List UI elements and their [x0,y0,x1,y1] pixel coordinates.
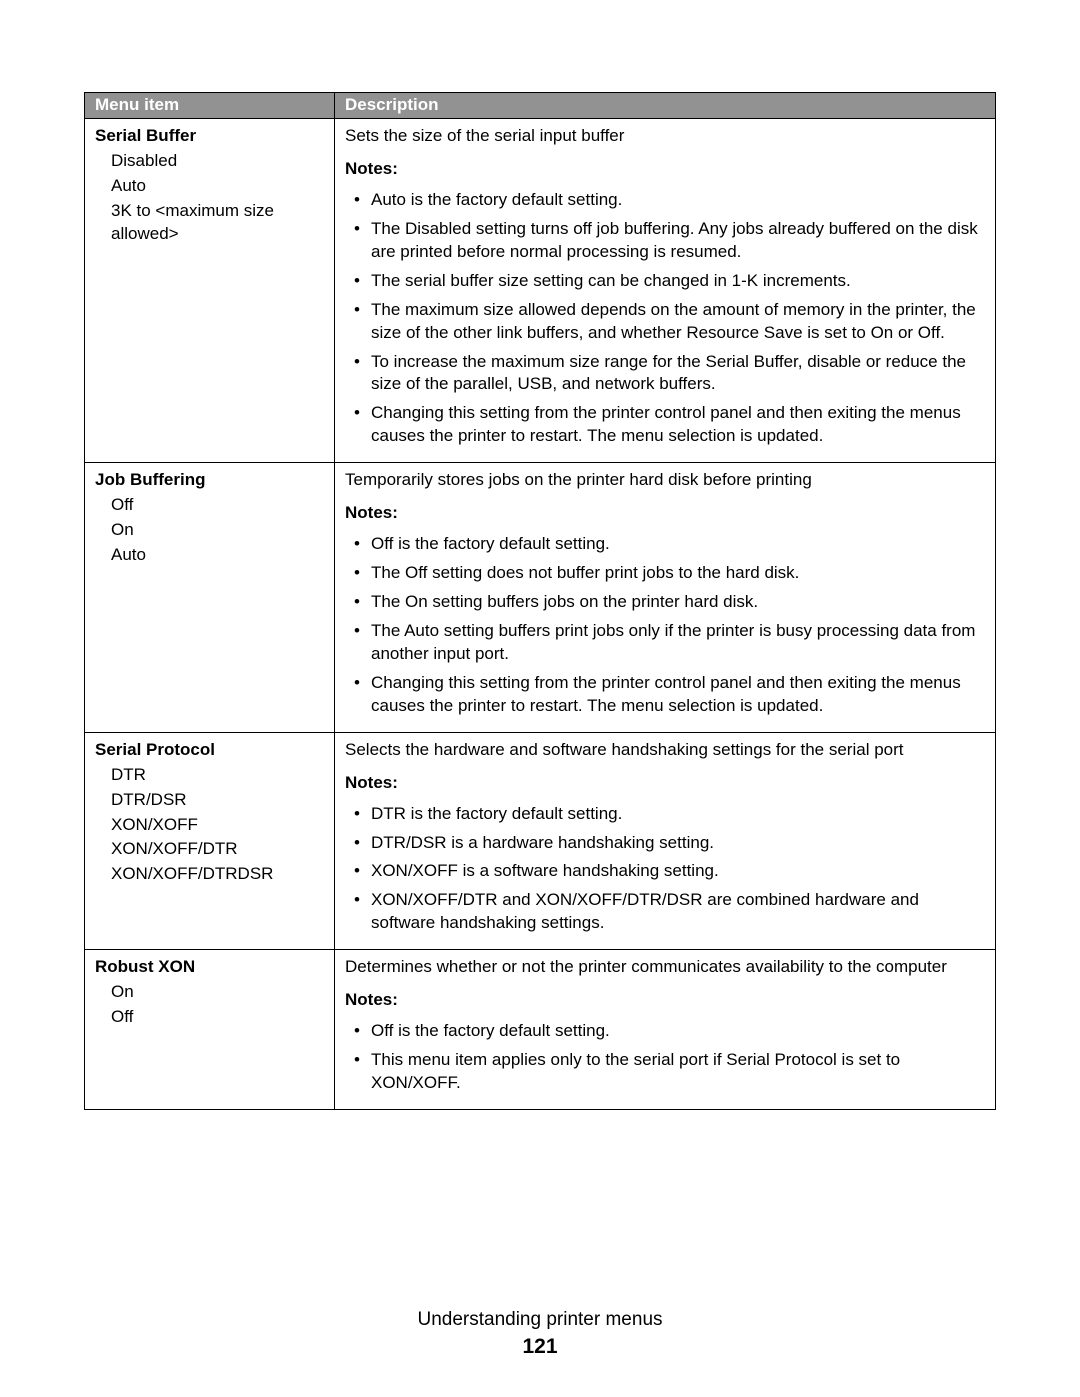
notes-list: Off is the factory default setting. This… [345,1020,985,1095]
note-item: This menu item applies only to the seria… [371,1049,985,1095]
note-item: The Auto setting buffers print jobs only… [371,620,985,666]
menu-options: DTR DTR/DSR XON/XOFF XON/XOFF/DTR XON/XO… [95,764,324,887]
desc-cell: Determines whether or not the printer co… [335,950,996,1110]
note-item: The Off setting does not buffer print jo… [371,562,985,585]
note-item: XON/XOFF/DTR and XON/XOFF/DTR/DSR are co… [371,889,985,935]
table-row: Robust XON On Off Determines whether or … [85,950,996,1110]
notes-list: Auto is the factory default setting. The… [345,189,985,448]
notes-list: Off is the factory default setting. The … [345,533,985,718]
desc-cell: Sets the size of the serial input buffer… [335,119,996,463]
menu-option: DTR/DSR [111,789,324,812]
menu-title: Serial Protocol [95,739,324,762]
menu-option: 3K to <maximum size allowed> [111,200,324,246]
menu-title: Serial Buffer [95,125,324,148]
menu-cell: Serial Buffer Disabled Auto 3K to <maxim… [85,119,335,463]
note-item: DTR/DSR is a hardware handshaking settin… [371,832,985,855]
menu-option: Auto [111,544,324,567]
description-text: Determines whether or not the printer co… [345,956,985,979]
menu-cell: Job Buffering Off On Auto [85,463,335,732]
page-content: Menu item Description Serial Buffer Disa… [0,0,1080,1110]
menu-options: Disabled Auto 3K to <maximum size allowe… [95,150,324,246]
menu-options: Off On Auto [95,494,324,567]
menu-cell: Serial Protocol DTR DTR/DSR XON/XOFF XON… [85,732,335,950]
table-header-row: Menu item Description [85,93,996,119]
note-item: XON/XOFF is a software handshaking setti… [371,860,985,883]
description-text: Sets the size of the serial input buffer [345,125,985,148]
note-item: Auto is the factory default setting. [371,189,985,212]
desc-cell: Temporarily stores jobs on the printer h… [335,463,996,732]
note-item: The On setting buffers jobs on the print… [371,591,985,614]
table-row: Job Buffering Off On Auto Temporarily st… [85,463,996,732]
page-footer: Understanding printer menus 121 [0,1309,1080,1359]
footer-title: Understanding printer menus [0,1309,1080,1331]
note-item: Off is the factory default setting. [371,533,985,556]
notes-label: Notes: [345,502,985,525]
table-row: Serial Protocol DTR DTR/DSR XON/XOFF XON… [85,732,996,950]
note-item: The Disabled setting turns off job buffe… [371,218,985,264]
description-text: Selects the hardware and software handsh… [345,739,985,762]
menu-cell: Robust XON On Off [85,950,335,1110]
menu-title: Job Buffering [95,469,324,492]
notes-label: Notes: [345,772,985,795]
note-item: To increase the maximum size range for t… [371,351,985,397]
col-header-desc: Description [335,93,996,119]
menu-option: On [111,519,324,542]
menu-option: Disabled [111,150,324,173]
menu-option: Off [111,494,324,517]
note-item: Changing this setting from the printer c… [371,672,985,718]
menu-title: Robust XON [95,956,324,979]
menu-option: On [111,981,324,1004]
notes-label: Notes: [345,158,985,181]
description-text: Temporarily stores jobs on the printer h… [345,469,985,492]
menu-option: XON/XOFF/DTRDSR [111,863,324,886]
note-item: The serial buffer size setting can be ch… [371,270,985,293]
footer-page-number: 121 [0,1335,1080,1359]
menu-options: On Off [95,981,324,1029]
note-item: DTR is the factory default setting. [371,803,985,826]
note-item: Changing this setting from the printer c… [371,402,985,448]
note-item: Off is the factory default setting. [371,1020,985,1043]
menu-table: Menu item Description Serial Buffer Disa… [84,92,996,1110]
notes-list: DTR is the factory default setting. DTR/… [345,803,985,936]
table-row: Serial Buffer Disabled Auto 3K to <maxim… [85,119,996,463]
col-header-menu: Menu item [85,93,335,119]
menu-option: Auto [111,175,324,198]
menu-option: XON/XOFF [111,814,324,837]
menu-option: DTR [111,764,324,787]
menu-option: Off [111,1006,324,1029]
notes-label: Notes: [345,989,985,1012]
menu-option: XON/XOFF/DTR [111,838,324,861]
desc-cell: Selects the hardware and software handsh… [335,732,996,950]
note-item: The maximum size allowed depends on the … [371,299,985,345]
